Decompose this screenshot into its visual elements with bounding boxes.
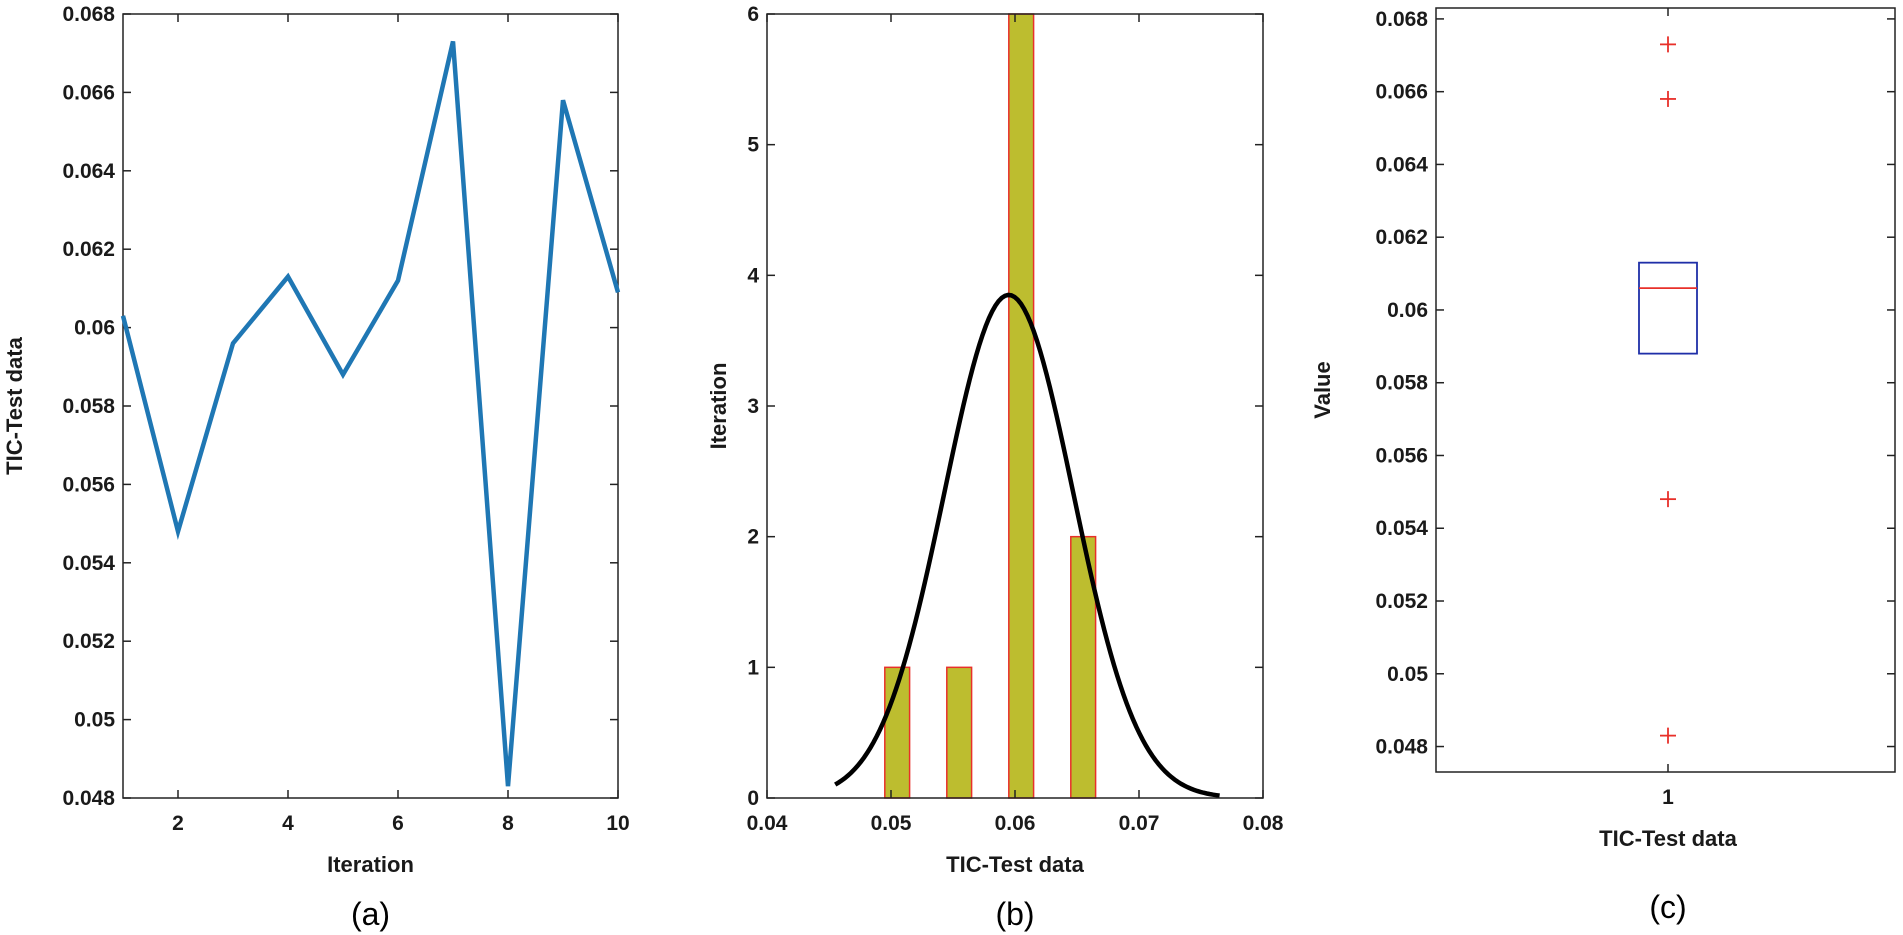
panel-caption: (c) <box>1649 889 1686 925</box>
panel-caption: (a) <box>351 896 390 932</box>
histogram-bar <box>946 666 973 799</box>
x-tick-label: 0.08 <box>1243 812 1284 835</box>
outlier-marker <box>1660 36 1676 53</box>
outlier-marker <box>1660 727 1676 744</box>
x-tick-label: 10 <box>606 812 629 835</box>
y-axis-label: TIC-Test data <box>2 336 27 474</box>
x-tick-label: 4 <box>282 812 294 835</box>
outlier-marker <box>1660 491 1676 508</box>
y-tick-label: 0.066 <box>1375 81 1428 104</box>
y-tick-label: 0.05 <box>1387 663 1428 686</box>
y-tick-label: 0.058 <box>62 395 115 418</box>
y-tick-label: 0.048 <box>1375 736 1428 759</box>
y-tick-label: 2 <box>747 526 759 549</box>
x-tick-label: 8 <box>502 812 514 835</box>
plot-frame-c <box>1435 7 1896 773</box>
y-axis-label: Value <box>1310 361 1335 418</box>
panel-caption: (b) <box>995 896 1034 932</box>
y-tick-label: 0.05 <box>74 709 115 732</box>
x-tick-label: 2 <box>172 812 184 835</box>
y-tick-label: 3 <box>747 395 759 418</box>
x-axis-label: TIC-Test data <box>946 852 1084 877</box>
x-axis-label: TIC-Test data <box>1599 826 1737 851</box>
y-tick-label: 0.054 <box>62 552 115 575</box>
y-tick-label: 0.052 <box>62 630 115 653</box>
y-tick-label: 0.068 <box>1375 8 1428 31</box>
histogram-chart-b: 0 1 2 3 4 5 6 0.04 0.05 0.06 0.07 0.08 TIC-Test data… <box>706 3 1284 932</box>
box-iqr <box>1638 261 1698 355</box>
normal-fit-curve <box>834 292 1220 798</box>
y-tick-label: 0.058 <box>1375 372 1428 395</box>
y-tick-label: 4 <box>747 264 759 287</box>
data-series-line <box>120 40 621 787</box>
y-tick-label: 0.062 <box>62 238 115 261</box>
y-tick-label: 0.064 <box>1375 153 1428 176</box>
line-chart-a: 0.048 0.05 0.052 0.054 0.056 0.058 0.06 0.062 0.… <box>2 3 630 932</box>
y-tick-label: 0.048 <box>62 787 115 810</box>
y-tick-label: 0.066 <box>62 81 115 104</box>
x-tick-label: 0.04 <box>747 812 788 835</box>
outlier-marker <box>1660 90 1676 107</box>
x-tick-label: 1 <box>1662 786 1674 809</box>
y-tick-label: 0.062 <box>1375 226 1428 249</box>
y-axis-label: Iteration <box>706 363 731 450</box>
y-tick-label: 6 <box>747 3 759 26</box>
y-tick-label: 0.056 <box>62 473 115 496</box>
y-tick-label: 0 <box>747 787 759 810</box>
x-tick-label: 0.06 <box>995 812 1036 835</box>
y-tick-label: 0.054 <box>1375 517 1428 540</box>
y-tick-label: 0.06 <box>1387 299 1428 322</box>
x-tick-label: 0.05 <box>871 812 912 835</box>
y-tick-label: 1 <box>747 656 759 679</box>
y-tick-label: 0.064 <box>62 160 115 183</box>
y-tick-label: 0.056 <box>1375 444 1428 467</box>
plot-frame-a <box>122 13 619 799</box>
y-tick-label: 5 <box>747 134 759 157</box>
x-tick-label: 0.07 <box>1119 812 1160 835</box>
box-plot-c: 0.048 0.05 0.052 0.054 0.056 0.058 0.06 0.062 0.… <box>1310 7 1896 925</box>
y-tick-label: 0.068 <box>62 3 115 26</box>
x-axis-label: Iteration <box>327 852 414 877</box>
y-tick-label: 0.06 <box>74 317 115 340</box>
x-tick-label: 6 <box>392 812 404 835</box>
y-tick-label: 0.052 <box>1375 590 1428 613</box>
histogram-bar <box>1008 13 1035 799</box>
